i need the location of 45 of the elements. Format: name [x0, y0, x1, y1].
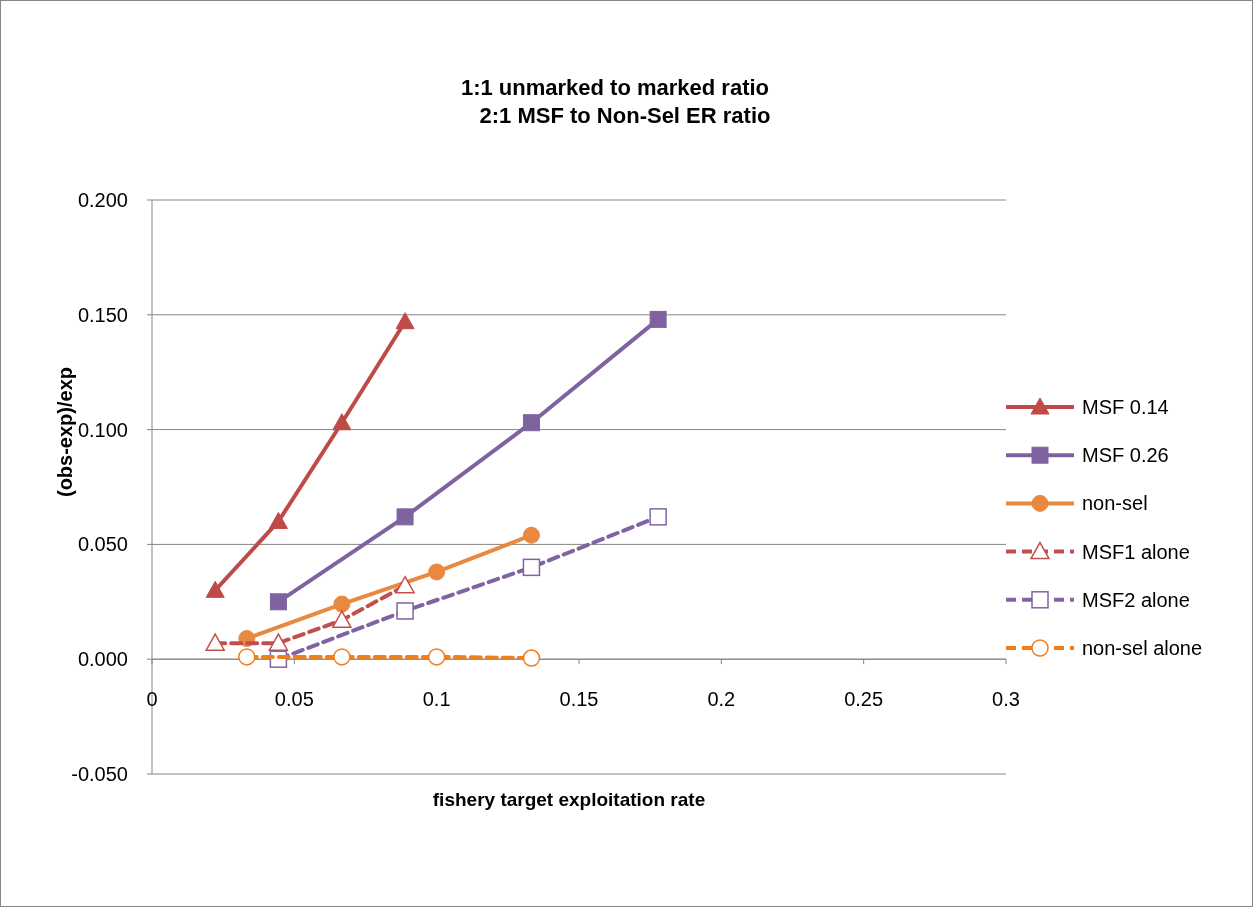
point [269, 593, 287, 611]
point [522, 414, 540, 432]
legend-label: MSF2 alone [1082, 588, 1190, 611]
y-tick-label: 0.200 [77, 189, 128, 211]
y-tick-label: 0.150 [77, 303, 128, 326]
point [268, 633, 289, 651]
x-tick-label: 0.1 [422, 688, 451, 711]
point [333, 595, 351, 613]
x-tick-label: 0 [146, 688, 158, 711]
point [396, 508, 414, 526]
y-tick-label: 0.050 [77, 533, 128, 556]
chart-subtitle: 2:1 MSF to Non-Sel ER ratio [479, 103, 771, 128]
point [333, 648, 351, 666]
point [522, 649, 541, 667]
point [522, 558, 541, 577]
y-tick-label: -0.050 [71, 763, 128, 785]
y-axis-title: (obs-exp)/exp [54, 366, 76, 498]
point [396, 602, 414, 620]
legend-label: non-sel [1082, 492, 1148, 515]
x-tick-label: 0.3 [992, 688, 1020, 711]
x-axis-title: fishery target exploitation rate [432, 789, 706, 810]
point [427, 648, 446, 666]
y-tick-label: 0.100 [77, 418, 128, 441]
chart-title: 1:1 unmarked to marked ratio [460, 75, 770, 100]
x-tick-label: 0.25 [844, 688, 884, 711]
point [205, 633, 225, 651]
x-tick-label: 0.2 [707, 688, 736, 711]
point [395, 312, 415, 330]
point [395, 575, 415, 594]
legend-label: MSF 0.14 [1082, 396, 1169, 418]
legend-label: MSF 0.26 [1082, 444, 1169, 467]
point [428, 563, 446, 581]
point [205, 580, 225, 598]
point [522, 526, 540, 544]
point [649, 310, 667, 328]
point [268, 511, 288, 529]
x-tick-label: 0.05 [274, 688, 314, 711]
point [649, 508, 667, 526]
x-tick-label: 0.15 [559, 688, 599, 711]
legend-label: non-sel alone [1082, 637, 1203, 659]
point [332, 413, 352, 431]
point [332, 610, 352, 628]
legend-label: MSF1 alone [1082, 540, 1190, 563]
y-tick-label: 0.000 [77, 648, 128, 671]
point [238, 648, 256, 666]
